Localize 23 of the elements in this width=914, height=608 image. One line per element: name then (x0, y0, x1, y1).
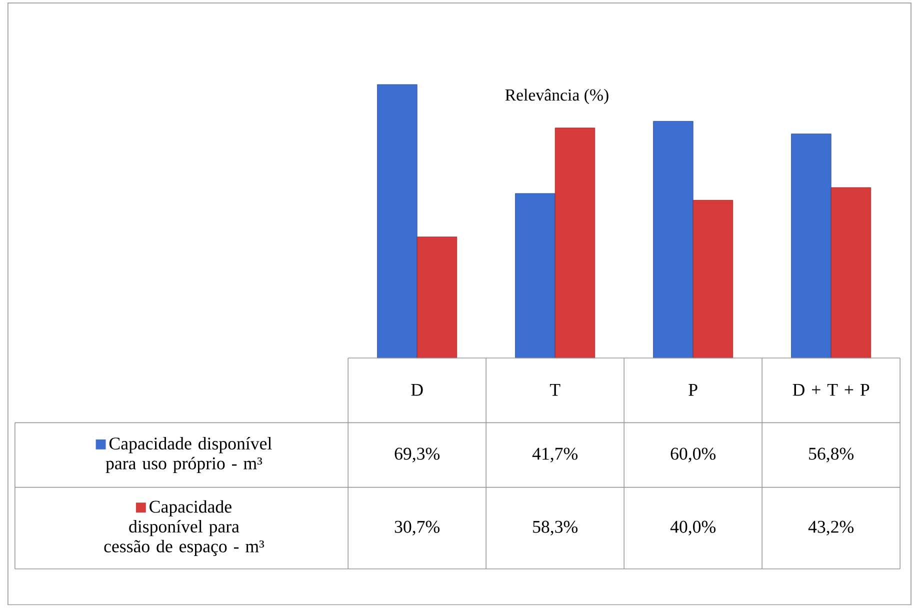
data-label: 30,7% (394, 520, 440, 536)
bar (692, 200, 734, 358)
data-label: 41,7% (532, 448, 578, 462)
x-tick-label: T (550, 384, 560, 396)
legend-label: Capacidade disponível para cessão de espaço - m³ (104, 500, 264, 556)
x-tick-label: D + T + P (792, 384, 870, 396)
bar (416, 236, 458, 358)
x-tick-label: D (411, 384, 423, 396)
data-label: 58,3% (533, 520, 578, 536)
bar (377, 84, 418, 358)
data-label: 56,8% (809, 448, 854, 462)
chart-title: Relevância (%) (505, 88, 608, 104)
legend-label: Capacidade disponível para uso próprio - m³ (106, 437, 272, 474)
bar (830, 187, 872, 358)
data-label: 69,3% (394, 448, 440, 462)
data-label: 60,0% (670, 448, 716, 462)
data-label: 40,0% (670, 520, 716, 536)
x-tick-label: P (688, 384, 698, 396)
bar (515, 193, 556, 358)
bar (791, 134, 832, 358)
bar (653, 121, 694, 358)
bar (554, 128, 596, 358)
data-label: 43,2% (808, 520, 854, 536)
